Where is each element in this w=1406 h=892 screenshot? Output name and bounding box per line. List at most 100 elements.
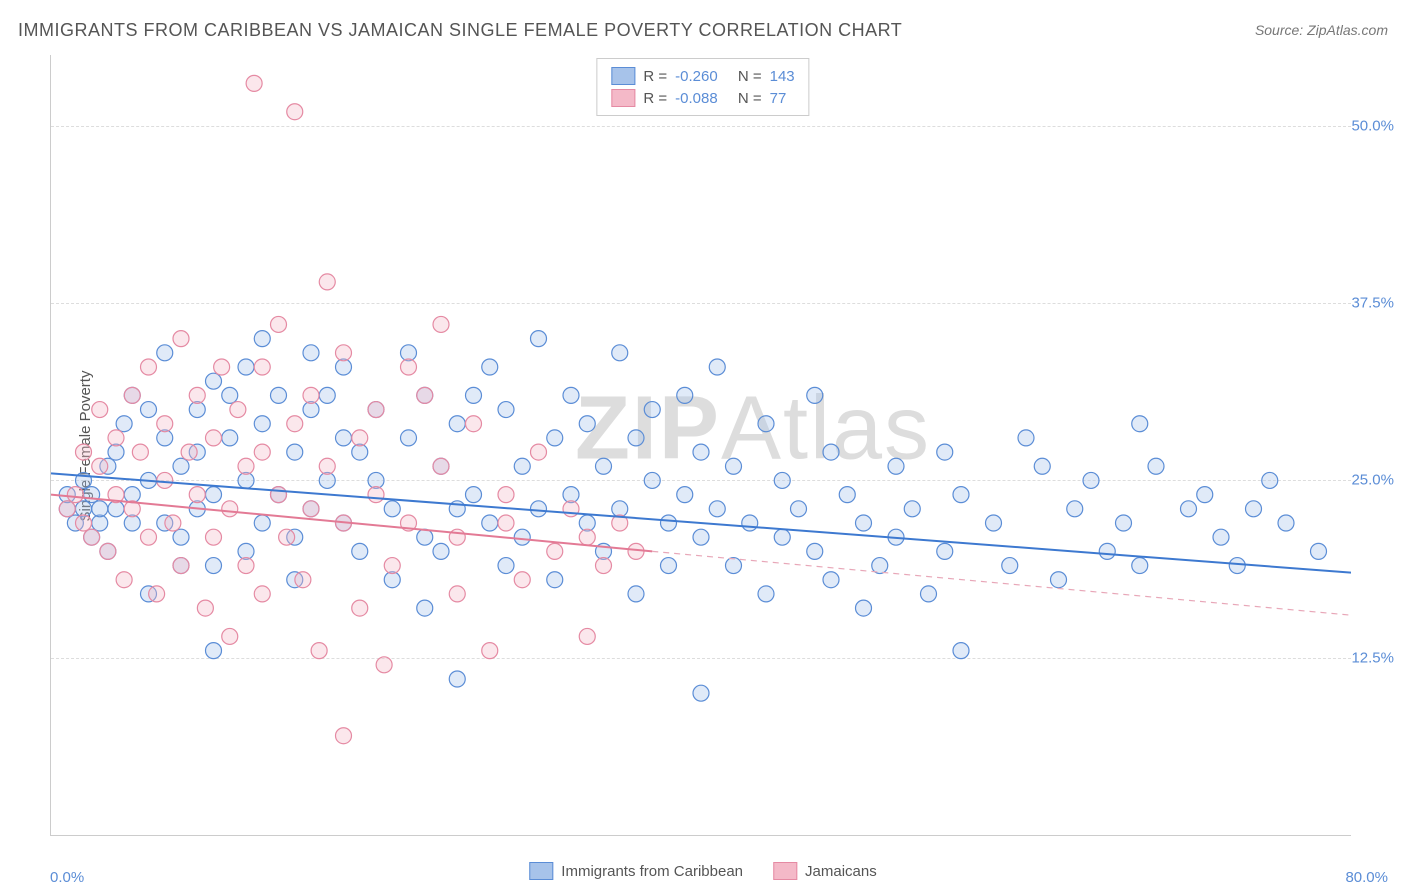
point-caribbean — [514, 529, 530, 545]
point-caribbean — [774, 529, 790, 545]
legend-series: Immigrants from Caribbean Jamaicans — [529, 862, 876, 880]
point-jamaican — [319, 458, 335, 474]
point-caribbean — [449, 416, 465, 432]
point-jamaican — [271, 316, 287, 332]
point-jamaican — [417, 387, 433, 403]
y-tick-label: 37.5% — [1351, 295, 1394, 312]
point-caribbean — [1051, 572, 1067, 588]
point-caribbean — [1099, 543, 1115, 559]
point-jamaican — [352, 430, 368, 446]
point-jamaican — [230, 402, 246, 418]
point-caribbean — [336, 430, 352, 446]
point-caribbean — [904, 501, 920, 517]
point-caribbean — [758, 586, 774, 602]
point-caribbean — [206, 558, 222, 574]
point-caribbean — [726, 458, 742, 474]
point-caribbean — [677, 387, 693, 403]
point-caribbean — [937, 444, 953, 460]
point-jamaican — [498, 515, 514, 531]
point-jamaican — [514, 572, 530, 588]
point-jamaican — [141, 529, 157, 545]
y-tick-label: 12.5% — [1351, 649, 1394, 666]
point-caribbean — [807, 387, 823, 403]
point-caribbean — [1018, 430, 1034, 446]
point-jamaican — [100, 543, 116, 559]
point-caribbean — [352, 543, 368, 559]
point-caribbean — [1311, 543, 1327, 559]
point-caribbean — [173, 458, 189, 474]
point-jamaican — [466, 416, 482, 432]
point-caribbean — [1132, 558, 1148, 574]
point-caribbean — [547, 430, 563, 446]
point-caribbean — [466, 387, 482, 403]
point-jamaican — [222, 628, 238, 644]
point-caribbean — [921, 586, 937, 602]
point-caribbean — [547, 572, 563, 588]
point-jamaican — [157, 416, 173, 432]
plot-area: ZIPAtlas — [50, 55, 1351, 836]
point-caribbean — [1278, 515, 1294, 531]
point-caribbean — [319, 387, 335, 403]
point-jamaican — [579, 529, 595, 545]
point-jamaican — [124, 387, 140, 403]
point-jamaican — [287, 416, 303, 432]
point-jamaican — [214, 359, 230, 375]
point-jamaican — [336, 728, 352, 744]
point-jamaican — [157, 472, 173, 488]
point-caribbean — [141, 402, 157, 418]
point-caribbean — [498, 402, 514, 418]
legend-row-blue: R = -0.260 N = 143 — [611, 65, 794, 87]
point-caribbean — [1067, 501, 1083, 517]
legend-correlation: R = -0.260 N = 143 R = -0.088 N = 77 — [596, 58, 809, 116]
point-caribbean — [986, 515, 1002, 531]
y-tick-label: 50.0% — [1351, 117, 1394, 134]
point-caribbean — [271, 387, 287, 403]
point-caribbean — [823, 572, 839, 588]
point-caribbean — [953, 643, 969, 659]
point-jamaican — [108, 430, 124, 446]
point-jamaican — [173, 558, 189, 574]
point-caribbean — [856, 600, 872, 616]
point-jamaican — [246, 75, 262, 91]
point-jamaican — [449, 586, 465, 602]
legend-label: Jamaicans — [805, 863, 877, 880]
point-caribbean — [856, 515, 872, 531]
point-caribbean — [888, 458, 904, 474]
point-jamaican — [173, 331, 189, 347]
point-jamaican — [579, 628, 595, 644]
point-caribbean — [238, 359, 254, 375]
swatch-pink-icon — [611, 89, 635, 107]
point-caribbean — [287, 444, 303, 460]
point-caribbean — [482, 515, 498, 531]
point-caribbean — [693, 444, 709, 460]
point-jamaican — [149, 586, 165, 602]
point-caribbean — [84, 487, 100, 503]
point-caribbean — [1002, 558, 1018, 574]
point-caribbean — [709, 359, 725, 375]
point-jamaican — [368, 402, 384, 418]
point-caribbean — [726, 558, 742, 574]
trend-line — [51, 495, 652, 552]
point-jamaican — [531, 444, 547, 460]
point-jamaican — [254, 444, 270, 460]
point-jamaican — [271, 487, 287, 503]
point-caribbean — [254, 331, 270, 347]
point-jamaican — [165, 515, 181, 531]
point-jamaican — [295, 572, 311, 588]
point-jamaican — [132, 444, 148, 460]
point-jamaican — [141, 359, 157, 375]
point-jamaican — [352, 600, 368, 616]
point-caribbean — [644, 402, 660, 418]
point-jamaican — [76, 444, 92, 460]
point-caribbean — [693, 529, 709, 545]
point-caribbean — [254, 515, 270, 531]
point-caribbean — [206, 373, 222, 389]
point-jamaican — [498, 487, 514, 503]
point-caribbean — [401, 430, 417, 446]
point-jamaican — [311, 643, 327, 659]
point-jamaican — [287, 104, 303, 120]
swatch-jamaicans-icon — [773, 862, 797, 880]
point-caribbean — [173, 529, 189, 545]
point-caribbean — [612, 345, 628, 361]
x-tick-min: 0.0% — [50, 869, 84, 886]
